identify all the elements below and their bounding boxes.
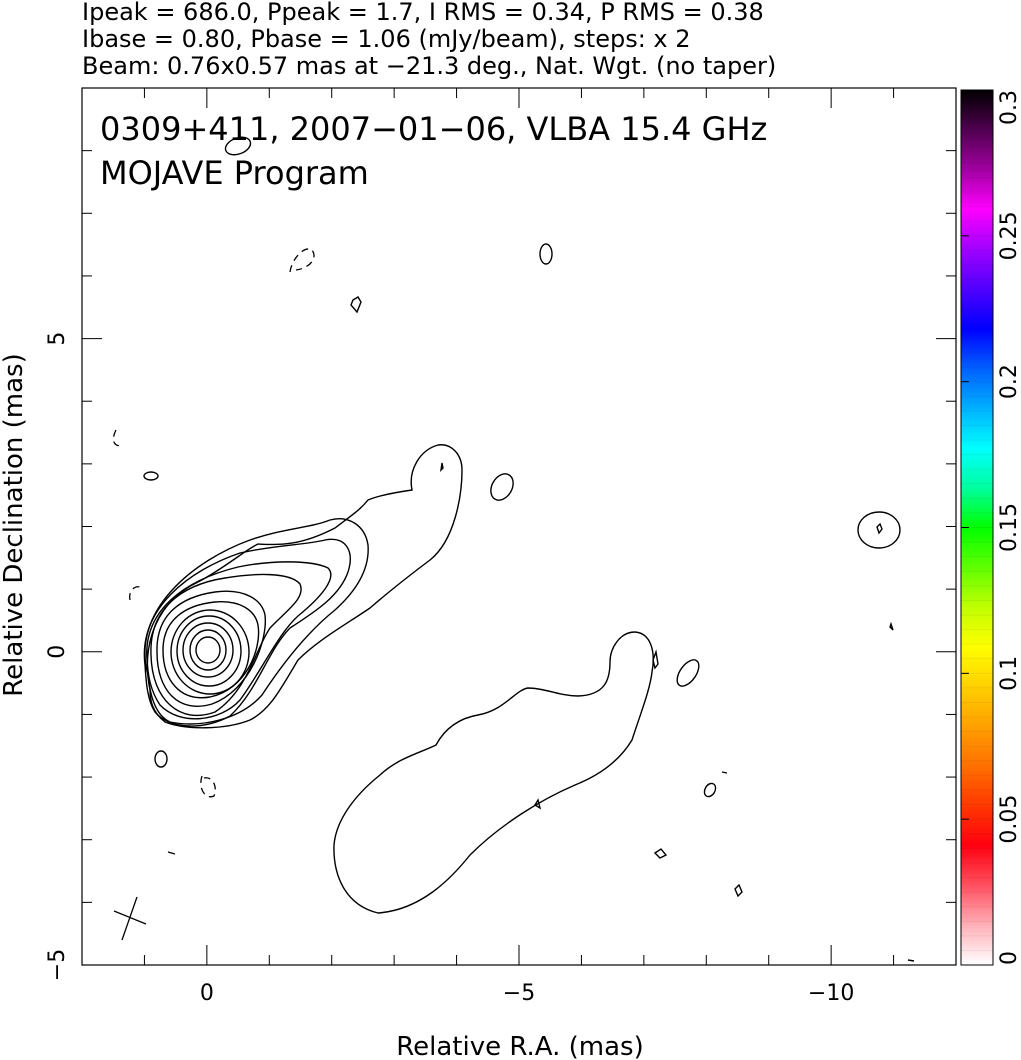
x-axis-label: Relative R.A. (mas) (396, 1032, 643, 1060)
header-line-3: Beam: 0.76x0.57 mas at −21.3 deg., Nat. … (82, 52, 776, 80)
core-contour-8 (150, 573, 302, 717)
negative-contours (112, 248, 315, 798)
outer-jet-contour (146, 444, 463, 729)
core-contour-1 (195, 636, 221, 664)
colorbar-tick-labels: 0 0.05 0.1 0.15 0.2 0.25 0.3 (997, 90, 1021, 965)
blob-contour-q (721, 771, 728, 774)
header-line-1: Ipeak = 686.0, Ppeak = 1.7, I RMS = 0.34… (82, 0, 764, 26)
blob-contour-r (907, 959, 915, 962)
plot-frame (81, 87, 957, 966)
colorbar-tick-label: 0.25 (997, 211, 1021, 260)
x-tick-label: −10 (808, 981, 854, 1006)
jet-contour-2 (143, 538, 351, 727)
core-contour-7 (156, 590, 266, 707)
y-tick-label: −5 (45, 949, 70, 981)
blob-contour-m (734, 883, 743, 898)
x-tick-label: −5 (503, 981, 535, 1006)
core-contour-2 (189, 629, 227, 671)
axis-ticks (82, 87, 957, 966)
blob-contour-d (490, 473, 514, 501)
axis-tick-labels: 0 −5 −10 −5 0 5 (45, 332, 854, 1006)
neg-contour-d (200, 775, 216, 798)
blob-contour-a (224, 136, 252, 156)
y-tick-label: 0 (45, 645, 70, 659)
blob-contour-k (703, 782, 717, 798)
blob-contour-c (350, 296, 362, 314)
blob-contour-l (653, 848, 668, 859)
neg-contour-a (289, 248, 315, 273)
blob-contour-n (534, 798, 542, 810)
neg-contour-c (129, 586, 143, 601)
neg-contour-b (112, 429, 121, 447)
core-contour-3 (182, 622, 234, 678)
x-tick-label: 0 (200, 981, 214, 1006)
core-contour-6 (162, 601, 260, 699)
blob-contour-o (440, 462, 444, 472)
jet-contour-3 (144, 518, 369, 725)
blob-contour-p (889, 621, 894, 631)
contours (143, 136, 915, 962)
y-tick-label: 5 (45, 332, 70, 346)
blob-contour-j (652, 649, 659, 670)
map-subtitle: MOJAVE Program (100, 154, 369, 192)
lower-jet-contour (333, 631, 654, 914)
colorbar-tick-label: 0 (997, 951, 1021, 965)
core-contour-4 (176, 615, 242, 687)
blob-contour-h (876, 522, 883, 535)
header-line-2: Ibase = 0.80, Pbase = 1.06 (mJy/beam), s… (82, 25, 691, 53)
map-title: 0309+411, 2007−01−06, VLBA 15.4 GHz (100, 110, 767, 148)
blob-contour-e (143, 471, 159, 481)
blob-contour-i (676, 659, 700, 687)
colorbar-tick-label: 0.3 (997, 90, 1021, 125)
y-axis-label: Relative Declination (mas) (0, 353, 29, 696)
colorbar-tick-label: 0.1 (997, 656, 1021, 691)
core-contour-5 (170, 609, 250, 695)
beam-cross (113, 896, 147, 941)
blob-contour-b (539, 243, 553, 265)
colorbar-tick-label: 0.2 (997, 364, 1021, 399)
blob-contour-f (154, 750, 168, 768)
jet-contour-1 (146, 561, 332, 720)
colorbar-tick-label: 0.15 (997, 503, 1021, 552)
colorbar (960, 89, 994, 966)
colorbar-tick-label: 0.05 (997, 795, 1021, 844)
blob-contour-s (167, 851, 176, 855)
blob-contour-g (857, 511, 901, 549)
